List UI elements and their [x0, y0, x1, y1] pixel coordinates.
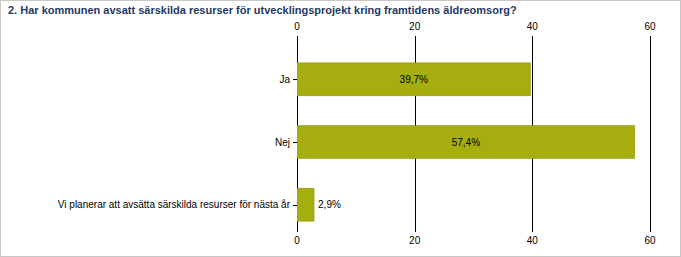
bar — [297, 63, 531, 96]
chart-container: 2. Har kommunen avsatt särskilda resurse… — [0, 0, 681, 257]
frame — [1, 1, 681, 257]
tick-label-bottom: 40 — [527, 235, 539, 246]
tick-label-top: 60 — [644, 21, 656, 32]
category-tick — [293, 79, 297, 80]
bar — [297, 188, 314, 221]
grid-line — [650, 36, 651, 232]
bar — [297, 126, 635, 159]
title: 2. Har kommunen avsatt särskilda resurse… — [8, 4, 517, 16]
bars — [297, 63, 635, 221]
category-tick — [293, 205, 297, 206]
tick-label-top: 40 — [527, 21, 539, 32]
tick-label-bottom: 20 — [409, 235, 421, 246]
tick-label-top: 0 — [294, 21, 300, 32]
category-label: Nej — [275, 137, 290, 148]
data-label: 39,7% — [400, 74, 428, 85]
tick-label-bottom: 60 — [644, 235, 656, 246]
chart-svg: 2. Har kommunen avsatt särskilda resurse… — [0, 0, 681, 257]
category-label: Vi planerar att avsätta särskilda resurs… — [58, 199, 291, 210]
category-label: Ja — [279, 74, 290, 85]
category-tick — [293, 142, 297, 143]
tick-label-bottom: 0 — [294, 235, 300, 246]
tick-label-top: 20 — [409, 21, 421, 32]
data-label: 2,9% — [318, 199, 341, 210]
data-label: 57,4% — [452, 137, 480, 148]
